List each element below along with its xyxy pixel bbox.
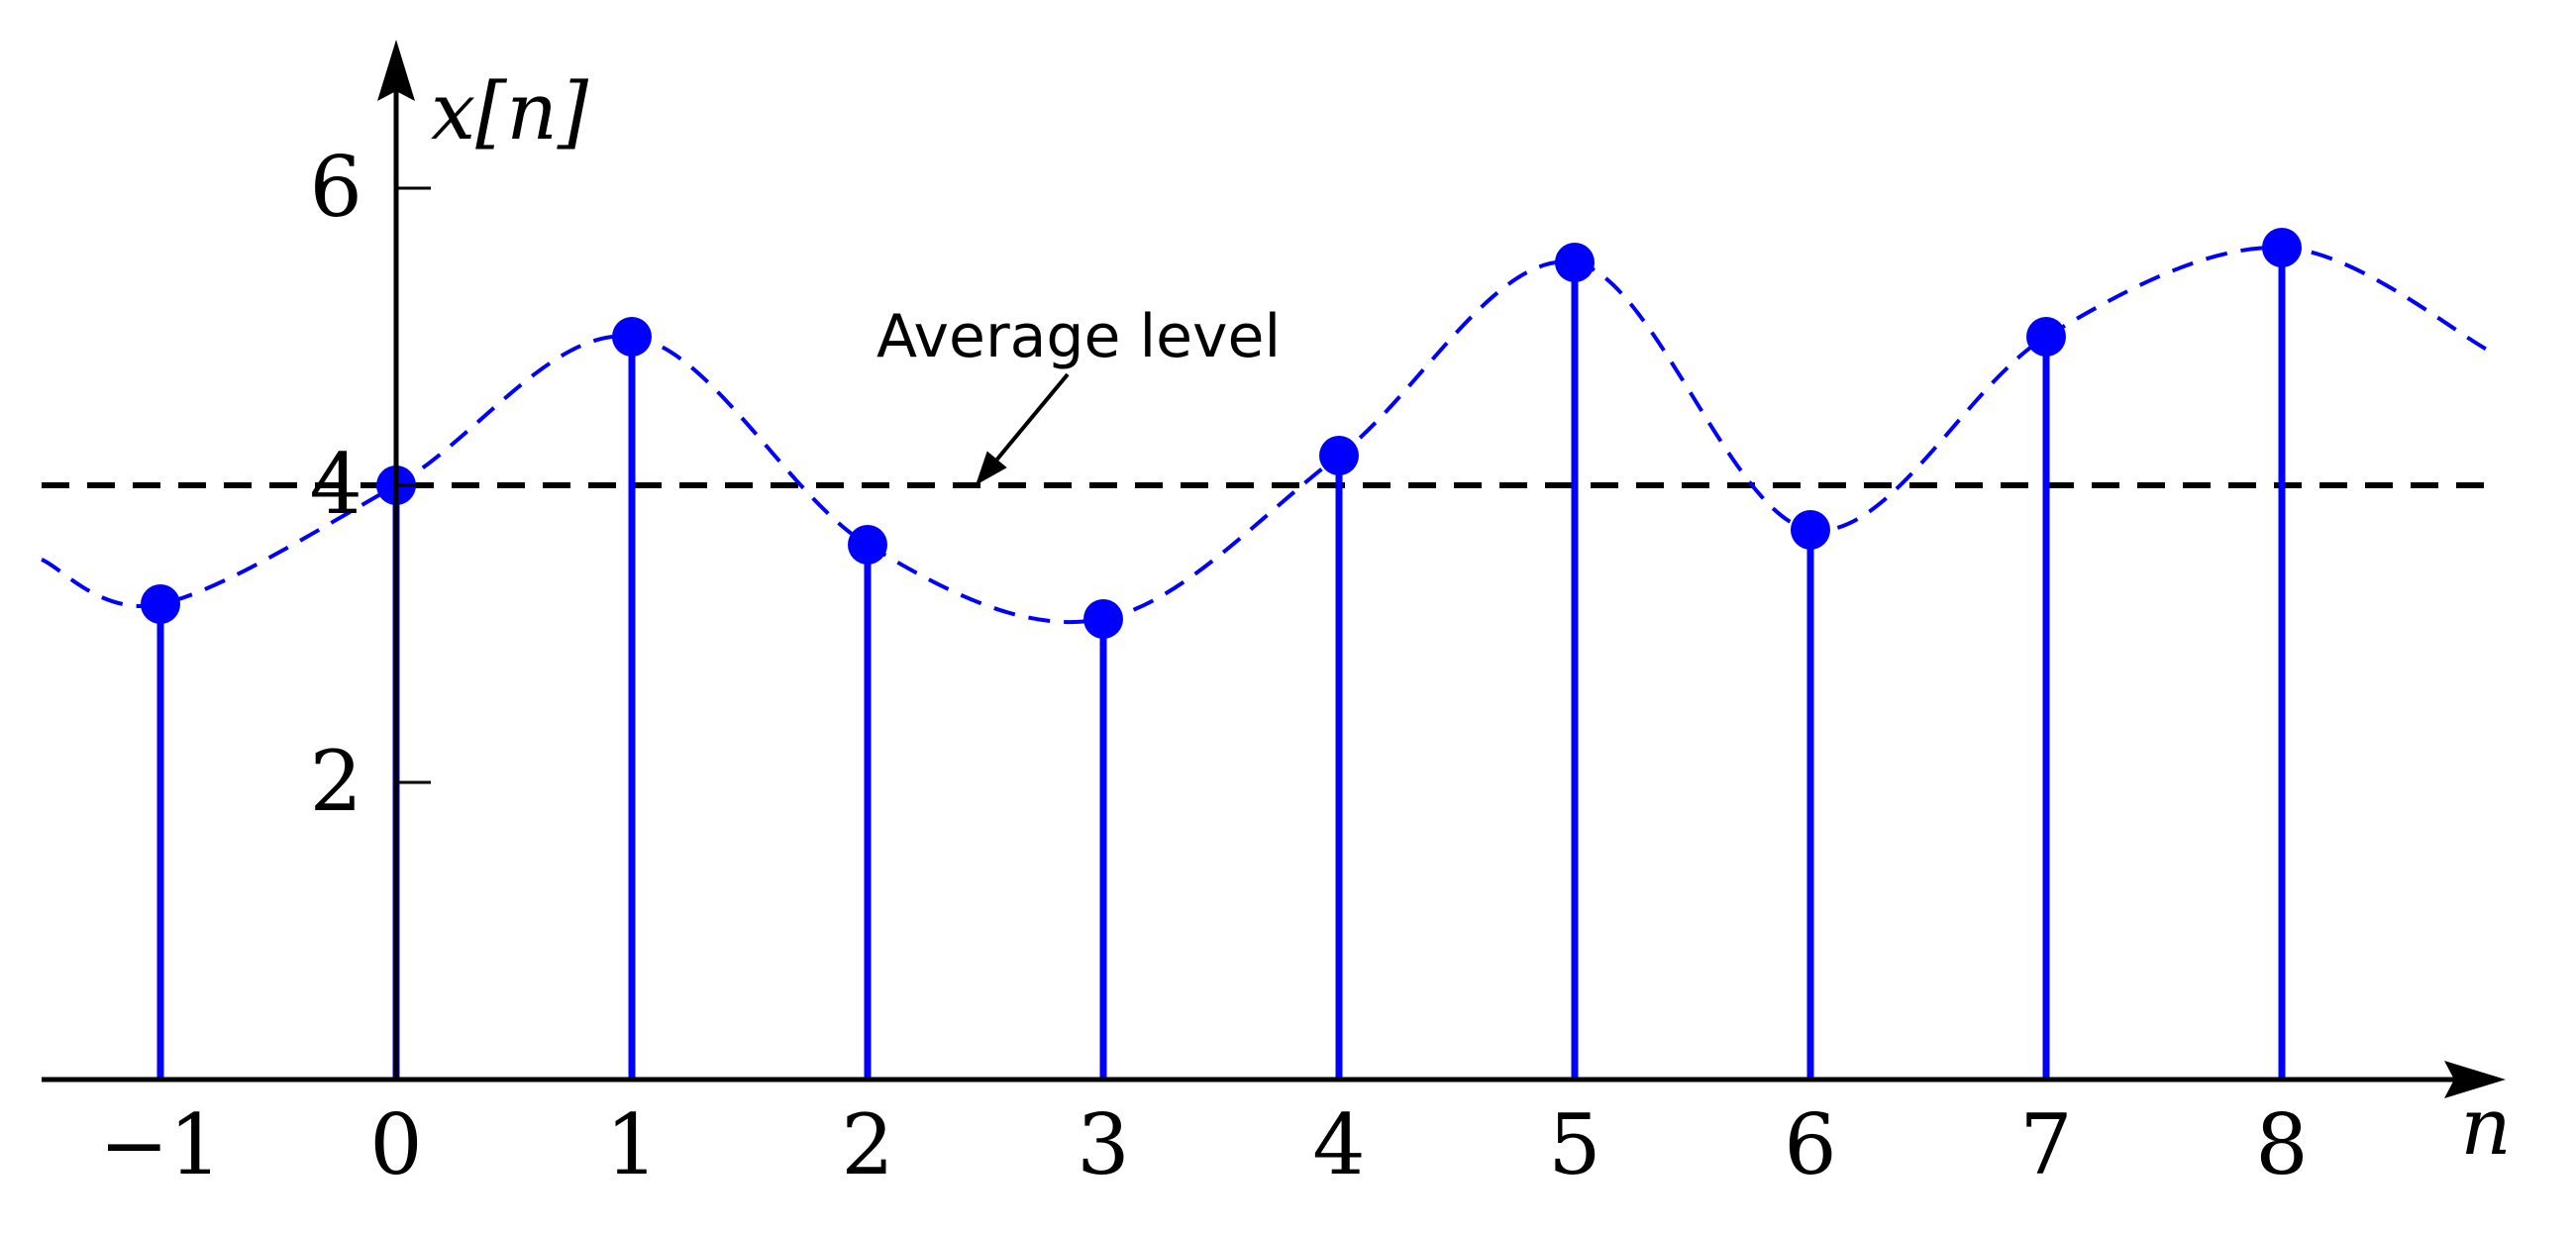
x-tick-label: 3 <box>1077 1096 1129 1193</box>
x-axis-arrowhead <box>2444 1061 2506 1098</box>
annotation-arrowhead <box>976 451 1007 485</box>
y-axis-arrowhead <box>377 40 415 101</box>
x-tick-label: 0 <box>369 1096 422 1193</box>
y-ticks-group: 2 4 6 <box>310 139 431 830</box>
stem-marker <box>141 584 180 624</box>
stem-marker <box>1555 243 1595 282</box>
stem-marker <box>1319 436 1359 475</box>
stem-marker <box>2262 228 2302 267</box>
y-tick-label: 2 <box>310 733 362 830</box>
x-tick-label: 1 <box>605 1096 658 1193</box>
stem-marker <box>848 525 887 565</box>
x-tick-label: 6 <box>1784 1096 1836 1193</box>
stem-marker <box>612 317 652 357</box>
stem-marker <box>2026 317 2066 357</box>
x-tick-label: 2 <box>841 1096 893 1193</box>
x-tick-label: 5 <box>1548 1096 1600 1193</box>
x-axis-label: n <box>2460 1081 2512 1173</box>
x-tick-label: 7 <box>2019 1096 2072 1193</box>
x-ticks-group: −1 0 1 2 3 4 5 6 7 8 <box>99 1096 2309 1193</box>
y-tick-label: 6 <box>310 139 362 236</box>
x-tick-label: 4 <box>1312 1096 1365 1193</box>
stem-marker <box>1083 599 1123 639</box>
stems-group <box>141 228 2302 1080</box>
x-tick-label: 8 <box>2255 1096 2308 1193</box>
y-axis-label: x[n] <box>431 65 589 157</box>
average-level-annotation: Average level <box>876 302 1281 371</box>
annotation-arrow-line <box>995 372 1070 462</box>
stem-marker <box>1791 510 1830 550</box>
y-tick-label: 4 <box>310 436 362 533</box>
x-tick-label: −1 <box>99 1096 222 1193</box>
